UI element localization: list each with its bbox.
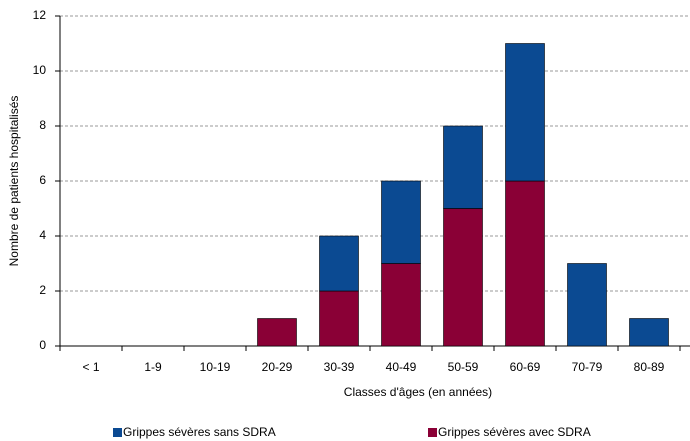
- legend-label: Grippes sévères avec SDRA: [438, 425, 591, 439]
- x-tick-label: 30-39: [324, 360, 355, 374]
- x-axis-title: Classes d'âges (en années): [344, 385, 492, 399]
- bar: [257, 318, 297, 347]
- bar: [629, 318, 669, 347]
- x-tick-label: 80-89: [634, 360, 665, 374]
- bar: [505, 43, 545, 182]
- bar: [381, 263, 421, 347]
- legend-label: Grippes sévères sans SDRA: [123, 425, 276, 439]
- bar: [567, 263, 607, 347]
- y-tick-label: 4: [39, 228, 46, 242]
- y-tick-label: 10: [33, 63, 47, 77]
- x-tick-label: 1-9: [144, 360, 162, 374]
- bar: [443, 208, 483, 347]
- x-tick-label: 60-69: [510, 360, 541, 374]
- legend-swatch: [113, 428, 122, 437]
- bar: [505, 180, 545, 347]
- legend-swatch: [428, 428, 437, 437]
- bar: [319, 235, 359, 292]
- bar: [381, 180, 421, 264]
- y-tick-label: 8: [39, 118, 46, 132]
- x-tick-label: 20-29: [262, 360, 293, 374]
- y-tick-label: 0: [39, 338, 46, 352]
- y-tick-label: 6: [39, 173, 46, 187]
- y-tick-label: 2: [39, 283, 46, 297]
- bar: [319, 290, 359, 347]
- x-tick-label: < 1: [82, 360, 99, 374]
- y-axis-title: Nombre de patients hospitalisés: [7, 96, 21, 267]
- x-tick-label: 70-79: [572, 360, 603, 374]
- y-tick-label: 12: [33, 8, 47, 22]
- x-tick-label: 50-59: [448, 360, 479, 374]
- x-tick-label: 10-19: [200, 360, 231, 374]
- x-tick-label: 40-49: [386, 360, 417, 374]
- bar: [443, 125, 483, 209]
